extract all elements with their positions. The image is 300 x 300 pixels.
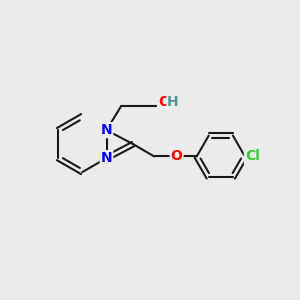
Text: O: O: [171, 149, 183, 164]
Text: H: H: [167, 95, 178, 110]
Text: N: N: [101, 123, 112, 137]
Text: N: N: [101, 151, 112, 165]
Text: O: O: [158, 95, 170, 110]
Text: Cl: Cl: [245, 149, 260, 164]
